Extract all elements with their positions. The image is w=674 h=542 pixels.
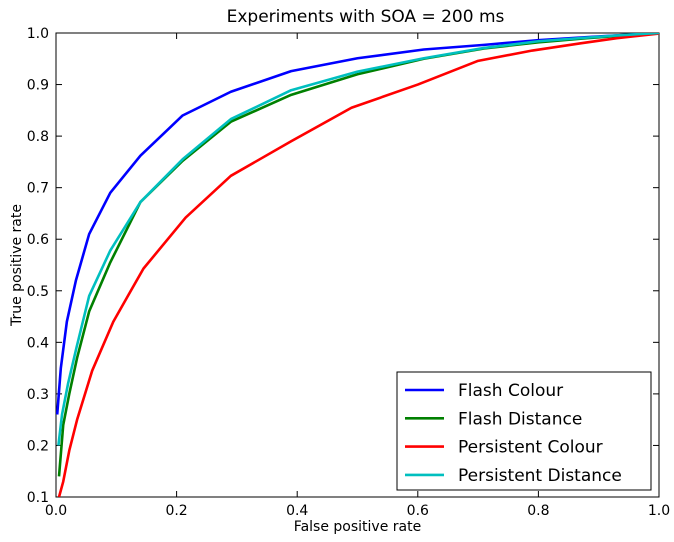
y-tick-label: 0.6: [27, 232, 49, 248]
x-tick-label: 0.6: [407, 503, 429, 519]
legend-box: [396, 371, 652, 491]
y-tick-label: 0.1: [27, 490, 49, 506]
legend-label: Flash Colour: [458, 381, 563, 401]
x-axis-label: False positive rate: [294, 519, 421, 535]
x-tick-label: 1.0: [648, 503, 670, 519]
y-axis-label: True positive rate: [9, 204, 25, 327]
series-lines: [56, 33, 659, 497]
x-tick-label: 0.4: [286, 503, 308, 519]
legend-label: Flash Distance: [458, 409, 582, 429]
y-tick-label: 0.7: [27, 181, 49, 197]
y-tick-label: 0.2: [27, 438, 49, 454]
x-tick-label: 0.8: [527, 503, 549, 519]
legend-label: Persistent Distance: [458, 466, 622, 486]
x-tick-label: 0.0: [45, 503, 67, 519]
y-tick-label: 0.8: [27, 129, 49, 145]
chart-title: Experiments with SOA = 200 ms: [227, 7, 505, 27]
series-line-persistent-colour: [57, 33, 659, 497]
series-line-persistent-distance: [57, 33, 659, 446]
y-axis-ticks: 0.1 0.2 0.3 0.4 0.5 0.6 0.7 0.8 0.9 1.0: [27, 26, 659, 506]
y-tick-label: 0.4: [27, 335, 49, 351]
y-tick-label: 0.5: [27, 284, 49, 300]
legend-label: Persistent Colour: [458, 438, 603, 458]
x-axis-ticks: 0.0 0.2 0.4 0.6 0.8 1.0: [45, 33, 670, 519]
y-tick-label: 0.3: [27, 387, 49, 403]
y-tick-label: 0.9: [27, 78, 49, 94]
legend: Flash Colour Flash Distance Persistent Col…: [396, 371, 652, 491]
x-tick-label: 0.2: [165, 503, 187, 519]
y-tick-label: 1.0: [27, 26, 49, 42]
